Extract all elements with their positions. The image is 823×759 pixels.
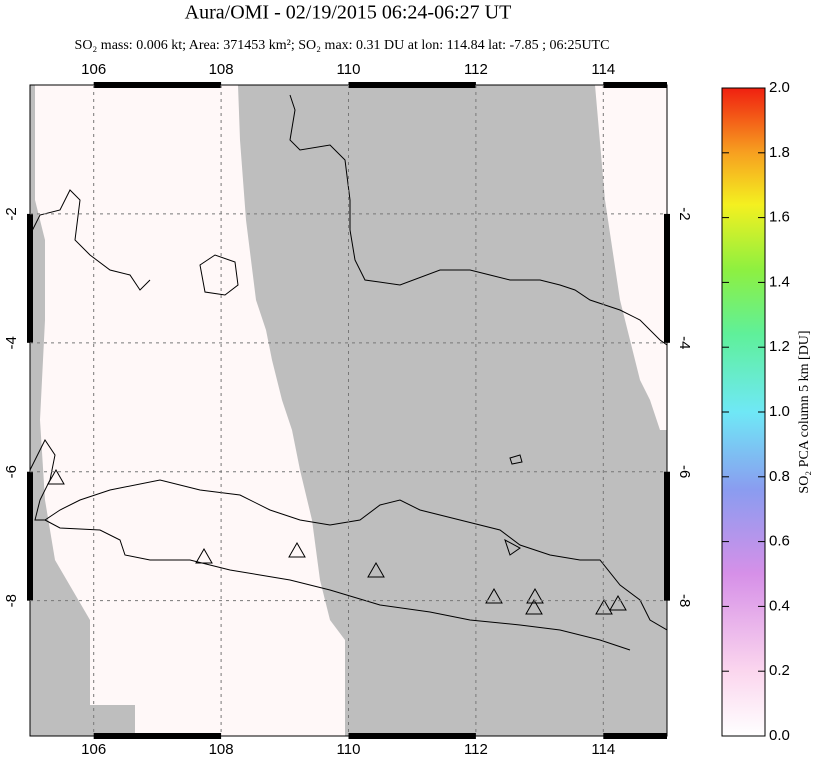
frame-band [664, 471, 670, 601]
x-tick-label: 108 [209, 741, 234, 758]
y-tick-label: -2 [676, 207, 693, 220]
colorbar-tick-label: 2.0 [769, 79, 790, 96]
frame-band [603, 733, 667, 739]
frame-band [348, 733, 476, 739]
x-tick-label: 114 [591, 61, 615, 78]
x-tick-label: 108 [209, 61, 234, 78]
map-area [30, 85, 667, 736]
data-swath [35, 85, 345, 736]
frame-band [93, 82, 222, 88]
y-tick-label: -6 [676, 465, 693, 478]
frame-band [664, 213, 670, 343]
frame-band [348, 82, 476, 88]
frame-band [93, 733, 222, 739]
colorbar-tick-label: 1.0 [769, 403, 790, 420]
frame-band [27, 213, 33, 343]
colorbar-tick-label: 1.4 [769, 273, 790, 290]
x-tick-label: 114 [591, 741, 615, 758]
y-tick-label: -2 [3, 207, 20, 220]
x-tick-label: 106 [81, 741, 106, 758]
x-tick-label: 112 [464, 741, 488, 758]
x-tick-label: 112 [464, 61, 488, 78]
colorbar-tick-label: 1.2 [769, 338, 790, 355]
colorbar-tick-label: 0.2 [769, 662, 790, 679]
y-tick-label: -4 [3, 336, 20, 349]
colorbar-tick-label: 1.6 [769, 209, 790, 226]
colorbar-tick-label: 0.6 [769, 533, 790, 550]
x-tick-label: 110 [337, 741, 361, 758]
frame-band [603, 82, 667, 88]
colorbar-tick-label: 0.0 [769, 727, 790, 744]
colorbar-tick-label: 1.8 [769, 144, 790, 161]
y-tick-label: -8 [676, 594, 693, 607]
y-tick-label: -6 [3, 465, 20, 478]
subtitle: SO₂ mass: 0.006 kt; Area: 371453 km²; SO… [75, 38, 610, 53]
y-tick-label: -4 [676, 336, 693, 349]
y-tick-label: -8 [3, 594, 20, 607]
x-tick-label: 106 [81, 61, 106, 78]
colorbar-tick-label: 0.4 [769, 597, 790, 614]
colorbar-label: SO₂ PCA column 5 km [DU] [797, 330, 812, 493]
data-swath [595, 85, 667, 430]
title: Aura/OMI - 02/19/2015 06:24-06:27 UT [185, 2, 512, 24]
x-tick-label: 110 [337, 61, 361, 78]
colorbar-tick-label: 0.8 [769, 468, 790, 485]
frame-band [27, 471, 33, 601]
volcano-markers [47, 468, 627, 615]
coastline [30, 94, 667, 651]
